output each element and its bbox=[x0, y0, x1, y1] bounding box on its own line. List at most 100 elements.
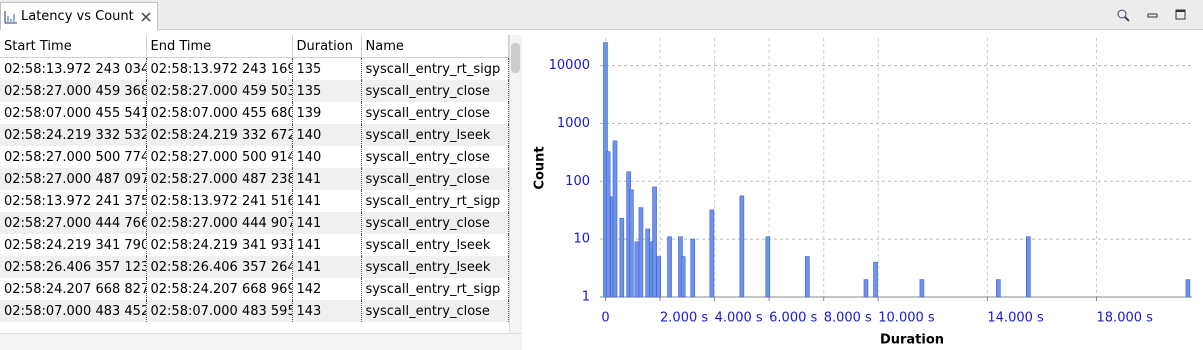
table-cell: syscall_entry_close bbox=[361, 300, 509, 322]
table-cell: 135 bbox=[292, 57, 362, 80]
bar bbox=[656, 256, 661, 298]
table-cell: syscall_entry_close bbox=[361, 168, 509, 190]
table-cell: 143 bbox=[292, 300, 362, 322]
y-tick-label: 100 bbox=[565, 174, 590, 189]
table-cell: 02:58:27.000 487 097 bbox=[0, 168, 147, 190]
y-tick-label: 1000 bbox=[557, 116, 590, 131]
bar bbox=[652, 186, 657, 298]
table-cell: 02:58:07.000 455 541 bbox=[0, 102, 147, 124]
table-cell: syscall_entry_rt_sigp bbox=[361, 57, 509, 80]
histogram: Duration Count 1 10 100 1000 10000 0 2.000 s 4.… bbox=[533, 38, 1192, 348]
table-cell: 139 bbox=[292, 102, 362, 124]
table-row[interactable]: 02:58:07.000 455 541 02:58:07.000 455 680… bbox=[0, 102, 509, 124]
table-row[interactable]: 02:58:13.972 243 034 02:58:13.972 243 169… bbox=[0, 57, 509, 80]
tab-icon bbox=[4, 11, 17, 24]
bar bbox=[619, 217, 625, 298]
table-row[interactable]: 02:58:27.000 459 368 02:58:27.000 459 503… bbox=[0, 80, 509, 102]
bar bbox=[805, 256, 810, 298]
table-row[interactable]: 02:58:27.000 444 766 02:58:27.000 444 907… bbox=[0, 212, 509, 234]
table-cell: 02:58:27.000 444 766 bbox=[0, 212, 147, 234]
table-cell: 02:58:13.972 243 034 bbox=[0, 57, 147, 80]
horizontal-scrollbar[interactable] bbox=[0, 333, 522, 350]
table-cell: 140 bbox=[292, 124, 362, 146]
table-cell: syscall_entry_rt_sigp bbox=[361, 190, 509, 212]
table-cell: 02:58:24.219 341 931 bbox=[146, 234, 293, 256]
table-row[interactable]: 02:58:07.000 483 452 02:58:07.000 483 595… bbox=[0, 300, 509, 322]
table-cell: 02:58:27.000 459 368 bbox=[0, 80, 147, 102]
table-cell: 141 bbox=[292, 234, 362, 256]
tab-title: Latency vs Count bbox=[21, 9, 134, 24]
table-cell: 140 bbox=[292, 146, 362, 168]
table-cell: syscall_entry_lseek bbox=[361, 124, 509, 146]
bar bbox=[634, 241, 640, 298]
table-cell: 141 bbox=[292, 256, 362, 278]
x-tick-label: 6.000 s bbox=[769, 311, 817, 326]
vertical-scrollbar[interactable] bbox=[509, 35, 522, 333]
column-header[interactable]: Start Time bbox=[0, 35, 147, 58]
table-cell: 02:58:13.972 243 169 bbox=[146, 57, 293, 80]
event-table: Start Time End Time Duration Name 02:58:13.9… bbox=[0, 35, 509, 322]
table-cell: 02:58:13.972 241 375 bbox=[0, 190, 147, 212]
table-cell: syscall_entry_rt_sigp bbox=[361, 278, 509, 300]
bar bbox=[690, 238, 696, 298]
bar bbox=[739, 195, 745, 298]
zoom-button[interactable] bbox=[1116, 8, 1130, 22]
bar bbox=[709, 209, 715, 298]
x-tick-label: 4.000 s bbox=[715, 311, 763, 326]
x-tick-label: 14.000 s bbox=[987, 311, 1044, 326]
bar bbox=[629, 189, 634, 298]
table-row[interactable]: 02:58:24.219 341 790 02:58:24.219 341 931… bbox=[0, 234, 509, 256]
x-tick-label: 8.000 s bbox=[824, 311, 872, 326]
table-cell: 02:58:27.000 500 774 bbox=[0, 146, 147, 168]
bar bbox=[765, 236, 771, 298]
close-button[interactable] bbox=[141, 12, 151, 22]
x-tick-label: 18.000 s bbox=[1097, 311, 1154, 326]
table-row[interactable]: 02:58:24.219 332 532 02:58:24.219 332 672… bbox=[0, 124, 509, 146]
table-cell: 02:58:27.000 500 914 bbox=[146, 146, 293, 168]
y-tick-label: 1 bbox=[582, 290, 590, 305]
table-cell: syscall_entry_close bbox=[361, 146, 509, 168]
table-cell: 02:58:07.000 483 452 bbox=[0, 300, 147, 322]
table-cell: 02:58:07.000 455 680 bbox=[146, 102, 293, 124]
bar bbox=[638, 207, 644, 298]
table-cell: 141 bbox=[292, 168, 362, 190]
bar bbox=[1185, 279, 1191, 298]
table-row[interactable]: 02:58:26.406 357 123 02:58:26.406 357 264… bbox=[0, 256, 509, 278]
table-cell: 141 bbox=[292, 212, 362, 234]
table-cell: 142 bbox=[292, 278, 362, 300]
table-row[interactable]: 02:58:24.207 668 827 02:58:24.207 668 969… bbox=[0, 278, 509, 300]
table-row[interactable]: 02:58:27.000 500 774 02:58:27.000 500 914… bbox=[0, 146, 509, 168]
table-cell: 02:58:26.406 357 264 bbox=[146, 256, 293, 278]
bar bbox=[612, 140, 618, 298]
table-cell: 02:58:13.972 241 516 bbox=[146, 190, 293, 212]
table-cell: 02:58:24.219 341 790 bbox=[0, 234, 147, 256]
tab-bar: Latency vs Count bbox=[0, 0, 1203, 30]
table-cell: 135 bbox=[292, 80, 362, 102]
table-cell: 141 bbox=[292, 190, 362, 212]
column-header[interactable]: Duration bbox=[292, 35, 362, 58]
column-header[interactable]: End Time bbox=[146, 35, 293, 58]
minimize-button[interactable] bbox=[1147, 9, 1159, 21]
bar bbox=[605, 151, 611, 298]
bar bbox=[996, 279, 1001, 298]
table-cell: 02:58:24.219 332 672 bbox=[146, 124, 293, 146]
table-row[interactable]: 02:58:13.972 241 375 02:58:13.972 241 516… bbox=[0, 190, 509, 212]
bar bbox=[919, 279, 925, 298]
maximize-button[interactable] bbox=[1175, 9, 1187, 21]
y-tick-label: 10 bbox=[573, 232, 590, 247]
bar bbox=[863, 279, 869, 298]
table-cell: syscall_entry_lseek bbox=[361, 234, 509, 256]
y-axis-label: Count bbox=[533, 146, 548, 189]
table-cell: 02:58:27.000 459 503 bbox=[146, 80, 293, 102]
column-header[interactable]: Name bbox=[361, 35, 509, 58]
table-cell: 02:58:24.219 332 532 bbox=[0, 124, 147, 146]
x-tick-label: 2.000 s bbox=[660, 311, 708, 326]
bar bbox=[873, 261, 878, 298]
table-row[interactable]: 02:58:27.000 487 097 02:58:27.000 487 238… bbox=[0, 168, 509, 190]
table-cell: 02:58:27.000 444 907 bbox=[146, 212, 293, 234]
x-tick-label: 10.000 s bbox=[878, 311, 935, 326]
table-cell: syscall_entry_close bbox=[361, 212, 509, 234]
x-axis-label: Duration bbox=[880, 333, 944, 348]
tab[interactable]: Latency vs Count bbox=[0, 2, 158, 30]
